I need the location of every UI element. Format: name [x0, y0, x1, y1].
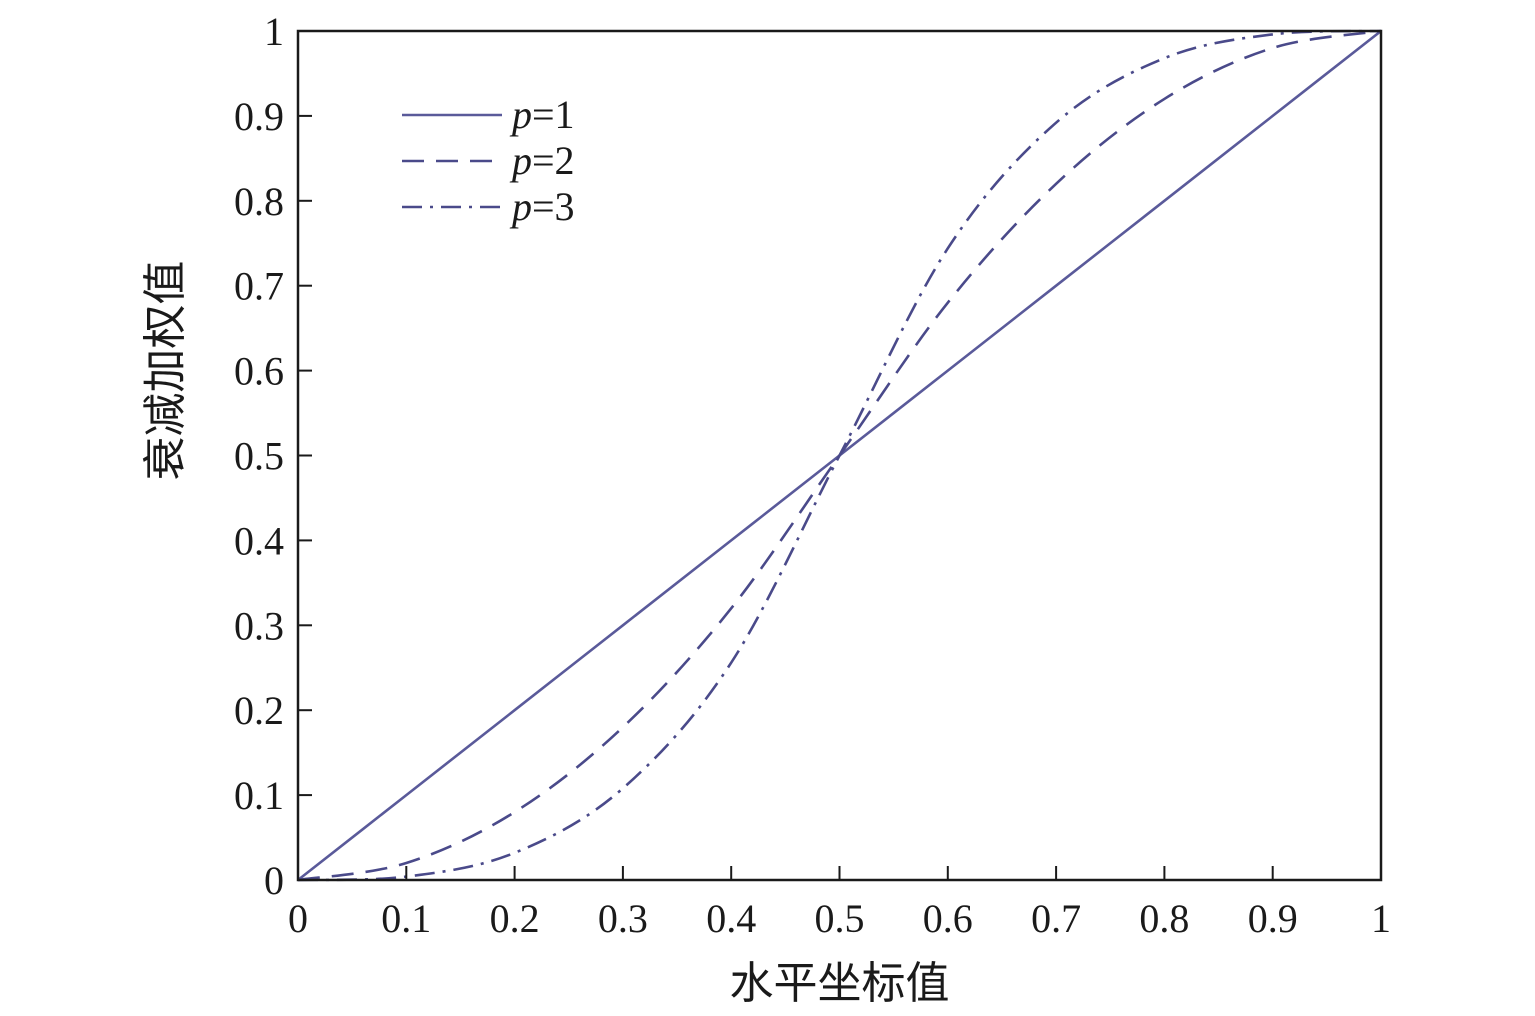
x-tick-label: 0.5 [815, 896, 865, 941]
y-tick-label: 0 [264, 858, 284, 903]
series-line-p-3 [297, 29, 1382, 882]
series-layer [297, 29, 1382, 882]
y-tick-label: 0.2 [234, 688, 284, 733]
y-tick-label: 0.3 [234, 603, 284, 648]
y-tick-label: 0.8 [234, 179, 284, 224]
x-tick-label: 0.3 [598, 896, 648, 941]
x-axis-title: 水平坐标值 [730, 958, 950, 1009]
x-tick-label: 0.4 [706, 896, 756, 941]
y-tick-label: 0.9 [234, 94, 284, 139]
legend-label-value: =2 [532, 138, 575, 183]
y-tick-label: 1 [264, 9, 284, 54]
y-tick-label: 0.4 [234, 518, 284, 563]
y-tick-label: 0.5 [234, 434, 284, 479]
x-tick-label: 0.2 [490, 896, 540, 941]
x-tick-label: 1 [1371, 896, 1391, 941]
legend-label-var: p [509, 138, 532, 183]
legend-label: p=2 [509, 138, 575, 183]
x-tick-label: 0.9 [1248, 896, 1298, 941]
legend-label-value: =1 [532, 92, 575, 137]
ticks-layer: 0 0.1 0.2 0.3 0.4 0.5 0.6 0.7 0.8 0.9 1 0 0.1 0.2 0.3 0… [234, 9, 1391, 941]
y-tick-label: 0.6 [234, 349, 284, 394]
x-tick-label: 0.1 [381, 896, 431, 941]
legend-label: p=1 [509, 92, 575, 137]
y-axis-title: 衰减加权值 [140, 261, 191, 481]
x-tick-label: 0.6 [923, 896, 973, 941]
legend-label-value: =3 [532, 184, 575, 229]
y-tick-label: 0.1 [234, 773, 284, 818]
y-tick-label: 0.7 [234, 264, 284, 309]
legend: p=1p=2p=3 [402, 92, 575, 229]
legend-label-var: p [509, 92, 532, 137]
legend-label: p=3 [509, 184, 575, 229]
x-tick-label: 0 [288, 896, 308, 941]
x-tick-label: 0.8 [1139, 896, 1189, 941]
x-tick-label: 0.7 [1031, 896, 1081, 941]
legend-label-var: p [509, 184, 532, 229]
